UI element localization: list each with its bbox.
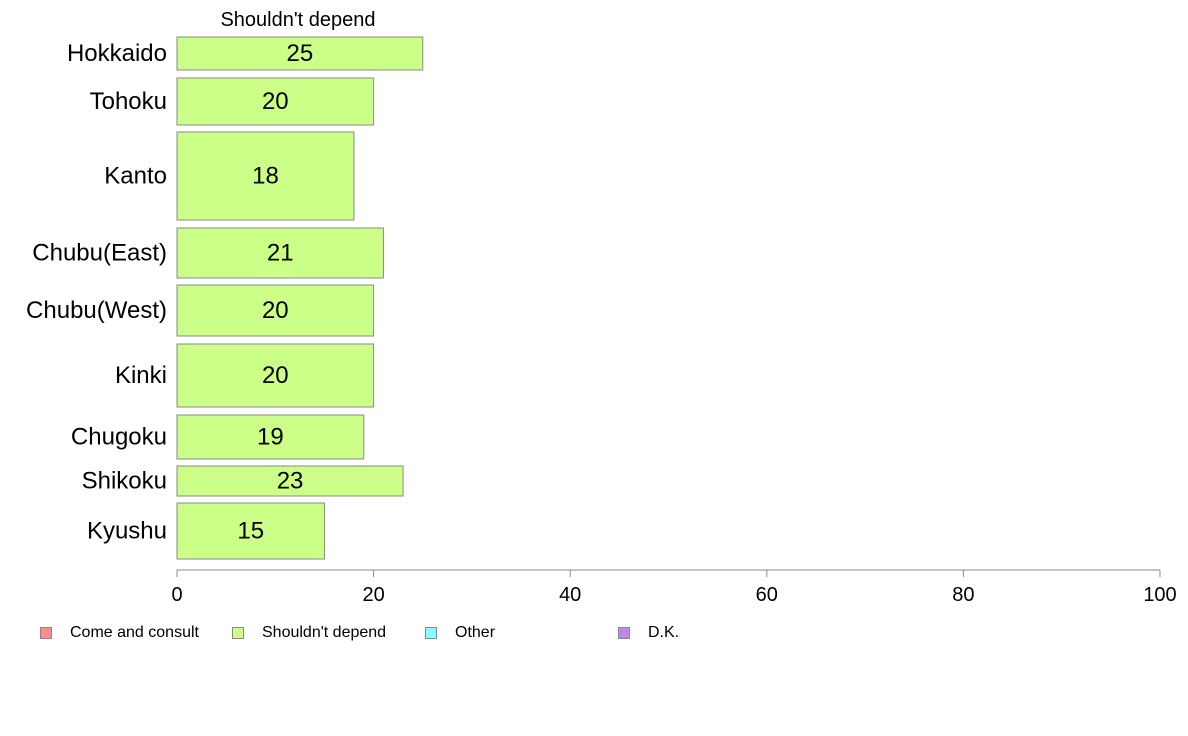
legend-label: Other (455, 624, 496, 641)
value-label: 20 (262, 362, 289, 389)
value-label: 15 (237, 518, 264, 545)
legend-swatch (425, 627, 437, 639)
bar-tohoku (176, 77, 375, 126)
category-label: Shikoku (82, 468, 167, 495)
value-label: 18 (252, 163, 279, 190)
category-label: Kyushu (87, 518, 167, 545)
x-tick-label: 20 (362, 584, 384, 606)
value-label: 23 (277, 468, 304, 495)
bar-kanto (176, 131, 355, 221)
category-label: Chubu(East) (32, 240, 167, 267)
value-label: 21 (267, 240, 294, 267)
legend-item: Other (425, 624, 495, 642)
legend-label: D.K. (648, 624, 680, 641)
x-tick-label: 40 (559, 584, 581, 606)
category-label: Hokkaido (67, 40, 167, 67)
bar-hokkaido (176, 36, 424, 71)
legend-item: D.K. (618, 624, 679, 642)
legend-label: Come and consult (70, 624, 199, 641)
x-tick-label: 60 (756, 584, 778, 606)
x-axis: 0 20 40 60 80 100 (171, 569, 1177, 606)
legend-swatch (40, 627, 52, 639)
panel-title: Shouldn't depend (220, 9, 375, 31)
category-label: Chugoku (71, 424, 167, 451)
x-tick-label: 80 (952, 584, 974, 606)
value-label: 25 (287, 40, 314, 67)
category-label: Kinki (115, 362, 167, 389)
category-label: Chubu(West) (26, 297, 167, 324)
bar-chubu-east (176, 227, 384, 279)
legend-label: Shouldn't depend (262, 624, 387, 641)
value-label: 19 (257, 424, 284, 451)
legend-swatch (232, 627, 244, 639)
legend-swatch (618, 627, 630, 639)
category-label: Tohoku (90, 88, 167, 115)
bars-group: Hokkaido 25 Tohoku 20 Kanto 18 Chubu(East) 21 Ch… (26, 36, 424, 560)
bar-shikoku (176, 465, 404, 497)
bar-kyushu (176, 502, 325, 560)
legend-item: Shouldn't depend (232, 624, 386, 642)
x-tick-label: 0 (171, 584, 182, 606)
bar-chubu-west (176, 284, 375, 337)
legend-item: Come and consult (40, 624, 199, 642)
category-label: Kanto (104, 163, 167, 190)
x-tick-label: 100 (1143, 584, 1176, 606)
bar-chugoku (176, 414, 365, 460)
value-label: 20 (262, 88, 289, 115)
bar-kinki (176, 343, 375, 408)
value-label: 20 (262, 297, 289, 324)
